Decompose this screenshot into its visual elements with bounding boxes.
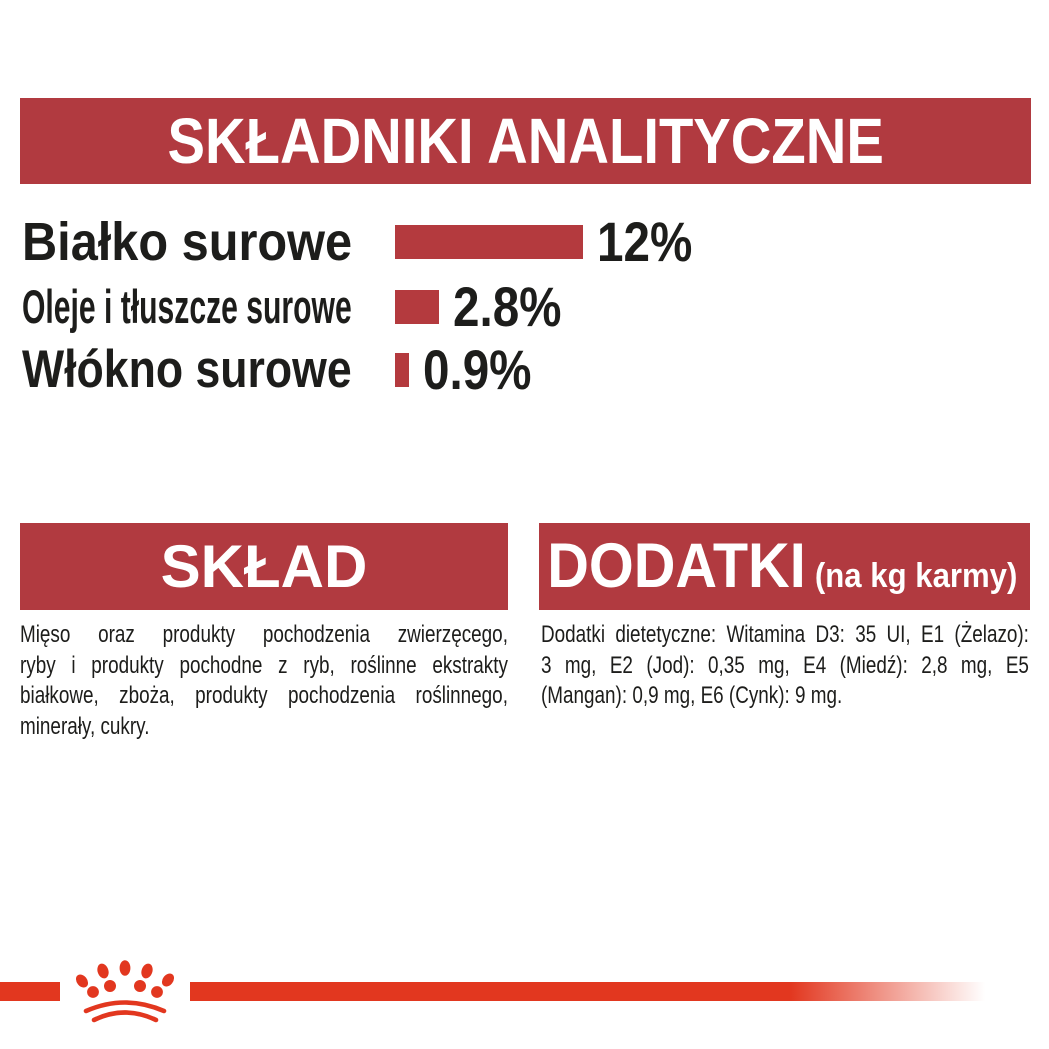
chart-value: 12% xyxy=(597,210,693,273)
sklad-banner: SKŁAD xyxy=(20,523,508,610)
chart-row: Oleje i tłuszcze surowe 2.8% xyxy=(0,275,1049,338)
chart-row-label: Włókno surowe xyxy=(22,340,352,399)
dodatki-banner: DODATKI (na kg karmy) xyxy=(539,523,1030,610)
analytics-title: SKŁADNIKI ANALITYCZNE xyxy=(167,105,884,177)
brand-stripe-right xyxy=(190,982,985,1001)
royal-canin-crown-icon xyxy=(75,960,175,1023)
sklad-line: minerały, cukry. xyxy=(20,712,150,740)
sklad-line: białkowe, zboża, produkty pochodzenia ro… xyxy=(20,682,508,709)
brand-stripe-left xyxy=(0,982,60,1001)
dodatki-heading: DODATKI (na kg karmy) xyxy=(539,535,1017,598)
chart-row-label: Białko surowe xyxy=(22,212,353,272)
sklad-text: Mięso oraz produkty pochodzenia zwierzęc… xyxy=(20,620,508,742)
sklad-title: SKŁAD xyxy=(160,532,368,600)
analytics-banner: SKŁADNIKI ANALITYCZNE xyxy=(20,98,1031,184)
chart-row: Włókno surowe 0.9% xyxy=(0,338,1049,401)
chart-row: Białko surowe 12% xyxy=(0,210,1049,273)
chart-bar xyxy=(395,225,583,259)
chart-value: 0.9% xyxy=(423,338,532,401)
chart-bar xyxy=(395,353,410,387)
sklad-line: ryby i produkty pochodne z ryb, roślinne… xyxy=(20,651,508,679)
dodatki-line: 3 mg, E2 (Jod): 0,35 mg, E4 (Miedź): 2,8… xyxy=(541,651,1029,679)
chart-value: 2.8% xyxy=(452,275,562,338)
sklad-line: Mięso oraz produkty pochodzenia zwierzęc… xyxy=(20,621,508,648)
dodatki-title: DODATKI xyxy=(547,531,806,601)
analytics-bar-chart: Białko surowe 12% Oleje i tłuszcze surow… xyxy=(0,0,1049,420)
dodatki-subtitle: (na kg karmy) xyxy=(814,557,1018,595)
chart-row-label: Oleje i tłuszcze surowe xyxy=(22,280,352,333)
dodatki-line: Dodatki dietetyczne: Witamina D3: 35 UI,… xyxy=(541,621,1029,648)
chart-bar xyxy=(395,290,439,324)
dodatki-line: (Mangan): 0,9 mg, E6 (Cynk): 9 mg. xyxy=(541,682,843,709)
dodatki-text: Dodatki dietetyczne: Witamina D3: 35 UI,… xyxy=(541,620,1029,712)
